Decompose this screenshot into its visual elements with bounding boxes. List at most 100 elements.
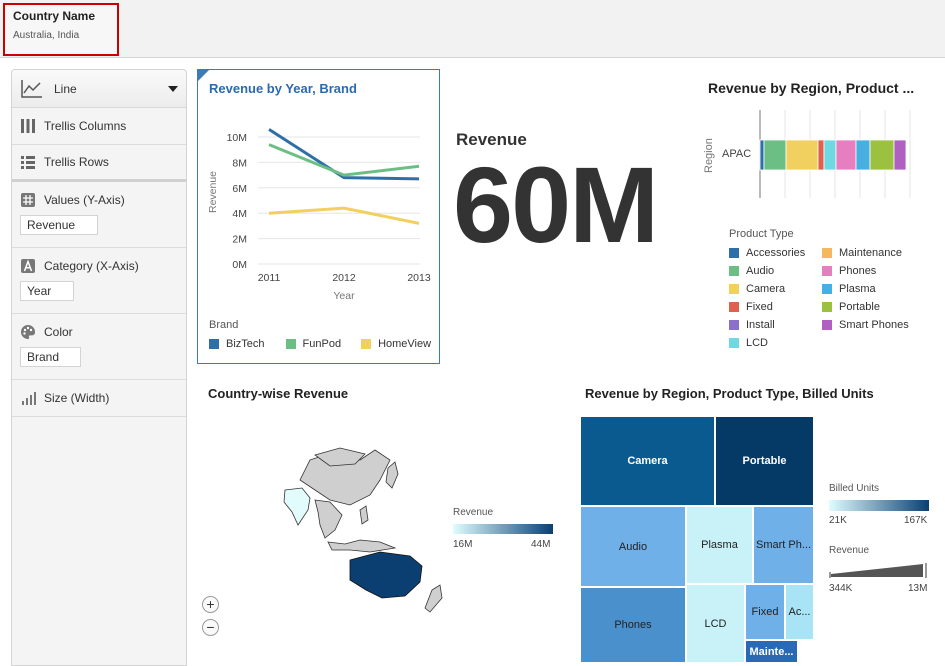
treemap-cell[interactable]: Audio [580,506,686,587]
product-legend-item[interactable]: Accessories [729,247,805,259]
product-legend-item[interactable]: Install [729,319,775,331]
country-map[interactable] [270,440,500,640]
treemap-cell[interactable]: Ac... [785,584,814,640]
treemap-cell[interactable]: LCD [686,584,745,663]
legend-item-funpod[interactable]: FunPod [285,338,341,350]
y-tick-label: 8M [232,157,247,169]
revenue-size-legend-wedge [829,563,927,578]
product-legend-item[interactable]: Plasma [822,283,876,295]
japan-region [385,461,399,489]
chart-type-label: Line [54,81,77,96]
product-legend-item[interactable]: Audio [729,265,774,277]
billed-units-legend-title: Billed Units [829,483,880,494]
trellis-columns-drop[interactable]: Trellis Columns [12,108,186,145]
product-legend-item[interactable]: Smart Phones [822,319,909,331]
year-pill[interactable]: Year [20,281,74,301]
zoom-out-button[interactable]: − [202,619,219,636]
category-x-axis-section: Category (X-Axis) Year [12,248,186,314]
bar-segment-phones [855,139,871,171]
bar-segment-audio [763,139,787,171]
y-tick-label: 6M [232,183,247,195]
product-legend-item[interactable]: Maintenance [822,247,902,259]
legend-swatch [822,284,832,294]
legend-label: Phones [839,265,877,277]
size-width-drop[interactable]: Size (Width) [12,380,186,417]
treemap-cell[interactable]: Phones [580,587,686,663]
india-region [283,487,311,526]
treemap[interactable]: Camera Portable Audio Plasma Smart Ph... Phon… [580,416,814,663]
y-axis-label: Revenue [207,171,219,213]
product-legend-item[interactable]: Portable [822,301,880,313]
billed-units-min: 21K [829,515,847,526]
revenue-size-min: 344K [829,583,853,594]
trellis-columns-icon [20,118,36,134]
treemap-cell[interactable]: Camera [580,416,715,506]
treemap-cell[interactable]: Fixed [745,584,785,640]
treemap-cell[interactable]: Mainte... [745,640,798,663]
y-tick-label: 4M [232,208,247,220]
map-legend-max: 44M [531,539,551,550]
trellis-columns-label: Trellis Columns [44,119,127,133]
legend-swatch [285,339,296,349]
brand-pill[interactable]: Brand [20,347,81,367]
y-tick-label: 2M [232,234,247,246]
product-legend-item[interactable]: LCD [729,337,768,349]
stacked-bar-title: Revenue by Region, Product ... [708,80,915,96]
bar-segment-install [823,139,837,171]
legend-label: Maintenance [839,247,902,259]
legend-swatch [729,284,739,294]
product-legend-item[interactable]: Fixed [729,301,773,313]
zoom-in-button[interactable]: + [202,596,219,613]
x-axis-label: Year [333,290,355,302]
map-legend-gradient [453,524,553,534]
legend-item-biztech[interactable]: BizTech [209,338,265,350]
legend-swatch [729,248,739,258]
country-filter[interactable]: Country Name Australia, India [3,3,119,56]
size-label: Size (Width) [44,391,110,405]
bar-segment-accessories [759,139,765,171]
brand-legend-title: Brand [209,319,239,331]
brand-legend: BizTech FunPod HomeView [209,338,451,350]
palette-icon [20,324,36,340]
text-attribute-icon [20,258,36,274]
color-section: Color Brand [12,314,186,380]
values-y-axis-section: Values (Y-Axis) Revenue [12,182,186,248]
line-chart-card[interactable]: Revenue by Year, Brand 0M 2M 4M 6M 8M 10M 2011… [197,69,440,364]
color-label: Color [44,325,73,339]
bar-segment-plasma [869,139,895,171]
legend-swatch [822,248,832,258]
size-icon [20,390,36,406]
map-legend-min: 16M [453,539,473,550]
treemap-cell[interactable]: Plasma [686,506,753,584]
legend-label: LCD [746,337,769,349]
product-legend-item[interactable]: Camera [729,283,785,295]
trellis-rows-label: Trellis Rows [44,155,109,169]
bar-segment-smart-phones [893,139,907,171]
filter-title: Country Name [13,9,96,23]
revenue-size-max: 13M [908,583,928,594]
x-tick-label: 2013 [407,272,431,284]
line-chart-plot: 0M 2M 4M 6M 8M 10M 2011 2012 2013 Year Revenue [207,128,431,302]
chevron-down-icon [168,85,178,92]
legend-swatch [822,302,832,312]
filter-bar: Country Name Australia, India [0,0,945,58]
legend-label: Audio [746,265,775,277]
chart-properties-panel: Line Trellis Columns Trellis Rows Values… [11,69,187,666]
trellis-rows-drop[interactable]: Trellis Rows [12,145,186,182]
legend-swatch [729,266,739,276]
bar-segment-maintenance [835,139,857,171]
indonesia-region [327,539,397,553]
legend-label: BizTech [226,338,265,350]
line-chart-title: Revenue by Year, Brand [209,81,357,96]
chart-type-dropdown[interactable]: Line [12,70,186,108]
treemap-cell[interactable]: Smart Ph... [753,506,814,584]
legend-swatch [822,320,832,330]
legend-label: Plasma [839,283,876,295]
billed-units-max: 167K [904,515,928,526]
product-legend-item[interactable]: Phones [822,265,876,277]
treemap-cell[interactable]: Portable [715,416,814,506]
kpi-value: 60M [453,144,659,265]
revenue-pill[interactable]: Revenue [20,215,98,235]
legend-label: Smart Phones [839,319,909,331]
legend-item-homeview[interactable]: HomeView [361,338,431,350]
